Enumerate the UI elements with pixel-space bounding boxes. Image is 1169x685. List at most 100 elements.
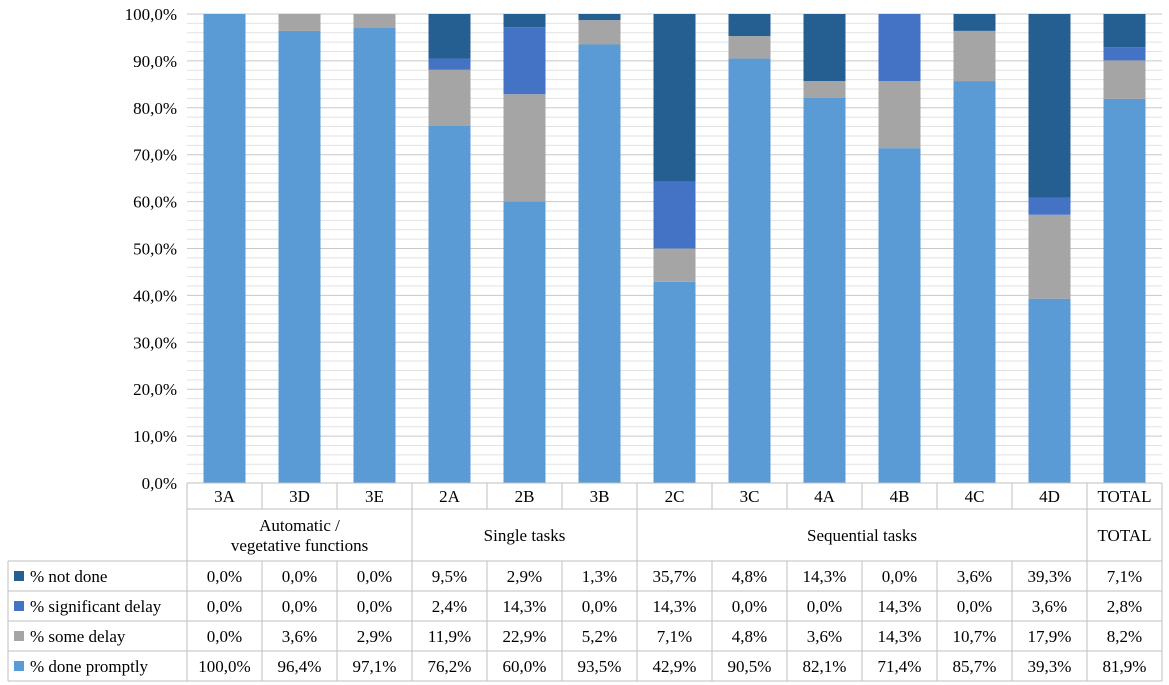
data-table-value: 42,9%: [653, 657, 697, 676]
bar-segment-not-done: [428, 14, 471, 59]
legend-label: % some delay: [30, 627, 126, 646]
data-table-value: 100,0%: [198, 657, 250, 676]
data-table-value: 14,3%: [503, 597, 547, 616]
bar-segment-some-delay: [578, 20, 621, 45]
y-tick-label: 30,0%: [133, 333, 177, 352]
bar-segment-some-delay: [278, 14, 321, 31]
x-category-label: 2B: [515, 487, 535, 506]
data-table-value: 0,0%: [957, 597, 992, 616]
data-table-value: 0,0%: [582, 597, 617, 616]
x-category-label: 3E: [365, 487, 384, 506]
bar-segment-significant-delay: [1028, 197, 1071, 215]
bar-segment-done-promptly: [578, 44, 621, 484]
data-table-value: 14,3%: [653, 597, 697, 616]
bar-segment-some-delay: [428, 69, 471, 126]
data-table-value: 90,5%: [728, 657, 772, 676]
data-table-value: 11,9%: [428, 627, 471, 646]
data-table-value: 0,0%: [207, 627, 242, 646]
bar-segment-some-delay: [953, 30, 996, 82]
bar-segment-some-delay: [728, 36, 771, 59]
data-table-value: 2,9%: [507, 567, 542, 586]
data-table-value: 22,9%: [503, 627, 547, 646]
x-category-label: 3D: [289, 487, 310, 506]
legend-label: % significant delay: [30, 597, 162, 616]
legend-label: % not done: [30, 567, 107, 586]
bar-segment-some-delay: [353, 14, 396, 28]
data-table-value: 0,0%: [282, 567, 317, 586]
data-table-value: 93,5%: [578, 657, 622, 676]
bar-segment-some-delay: [653, 248, 696, 282]
data-table-value: 39,3%: [1028, 567, 1072, 586]
bar-segment-done-promptly: [503, 201, 546, 483]
group-label: vegetative functions: [231, 536, 368, 555]
y-tick-label: 90,0%: [133, 52, 177, 71]
data-table-value: 85,7%: [953, 657, 997, 676]
bar-segment-some-delay: [1028, 214, 1071, 299]
legend-key: [14, 631, 24, 641]
y-tick-label: 80,0%: [133, 99, 177, 118]
data-table-value: 81,9%: [1103, 657, 1147, 676]
data-table-value: 3,6%: [807, 627, 842, 646]
bar-segment-done-promptly: [353, 27, 396, 483]
bar-segment-not-done: [1028, 14, 1071, 198]
bar-segment-significant-delay: [503, 27, 546, 95]
data-table: 3A 3D 3E 2A 2B 3B 2C 3C 4A 4B 4C 4D TOTAL Automatic /…: [7, 482, 1163, 682]
bar-segment-not-done: [653, 14, 696, 182]
bar-segment-significant-delay: [653, 181, 696, 249]
y-tick-label: 50,0%: [133, 240, 177, 259]
bar-segment-done-promptly: [653, 281, 696, 483]
y-axis: 0,0% 10,0% 20,0% 30,0% 40,0% 50,0% 60,0% 70,0% 8…: [125, 5, 177, 493]
data-table-value: 4,8%: [732, 567, 767, 586]
data-table-value: 7,1%: [657, 627, 692, 646]
y-tick-label: 40,0%: [133, 286, 177, 305]
data-table-value: 14,3%: [803, 567, 847, 586]
data-table-value: 1,3%: [582, 567, 617, 586]
x-category-label: 3A: [214, 487, 236, 506]
bar-segment-done-promptly: [203, 14, 246, 483]
y-tick-label: 70,0%: [133, 146, 177, 165]
data-table-value: 7,1%: [1107, 567, 1142, 586]
x-category-label: 2C: [665, 487, 685, 506]
data-table-value: 0,0%: [282, 597, 317, 616]
bar-segment-not-done: [728, 14, 771, 37]
bar-segment-significant-delay: [878, 14, 921, 82]
data-table-value: 0,0%: [807, 597, 842, 616]
bar-segment-some-delay: [503, 94, 546, 202]
y-tick-label: 20,0%: [133, 380, 177, 399]
group-label: Sequential tasks: [807, 526, 917, 545]
y-tick-label: 60,0%: [133, 193, 177, 212]
data-table-value: 96,4%: [278, 657, 322, 676]
data-table-value: 2,9%: [357, 627, 392, 646]
data-table-value: 0,0%: [357, 597, 392, 616]
data-table-value: 9,5%: [432, 567, 467, 586]
x-category-label: 4D: [1039, 487, 1060, 506]
data-table-value: 60,0%: [503, 657, 547, 676]
data-table-value: 0,0%: [732, 597, 767, 616]
bar-segment-done-promptly: [803, 97, 846, 484]
data-table-value: 5,2%: [582, 627, 617, 646]
bar-segment-not-done: [503, 14, 546, 28]
data-table-value: 35,7%: [653, 567, 697, 586]
x-category-label: 3B: [590, 487, 610, 506]
legend-key: [14, 661, 24, 671]
bar-segment-done-promptly: [428, 125, 471, 483]
data-table-value: 14,3%: [878, 597, 922, 616]
legend-label: % done promptly: [30, 657, 149, 676]
bar-segment-not-done: [803, 14, 846, 82]
data-table-value: 2,4%: [432, 597, 467, 616]
y-tick-label: 100,0%: [125, 5, 177, 24]
group-label: Single tasks: [484, 526, 566, 545]
bar-segment-significant-delay: [1103, 47, 1146, 61]
data-table-value: 76,2%: [428, 657, 472, 676]
bar-segment-done-promptly: [1103, 98, 1146, 483]
x-category-label: 4B: [890, 487, 910, 506]
data-table-value: 0,0%: [357, 567, 392, 586]
bar-segment-done-promptly: [278, 30, 321, 483]
data-table-value: 4,8%: [732, 627, 767, 646]
group-label: TOTAL: [1097, 526, 1151, 545]
legend-key: [14, 601, 24, 611]
group-label: Automatic /: [259, 516, 340, 535]
data-table-value: 0,0%: [882, 567, 917, 586]
bar-segment-not-done: [1103, 14, 1146, 48]
